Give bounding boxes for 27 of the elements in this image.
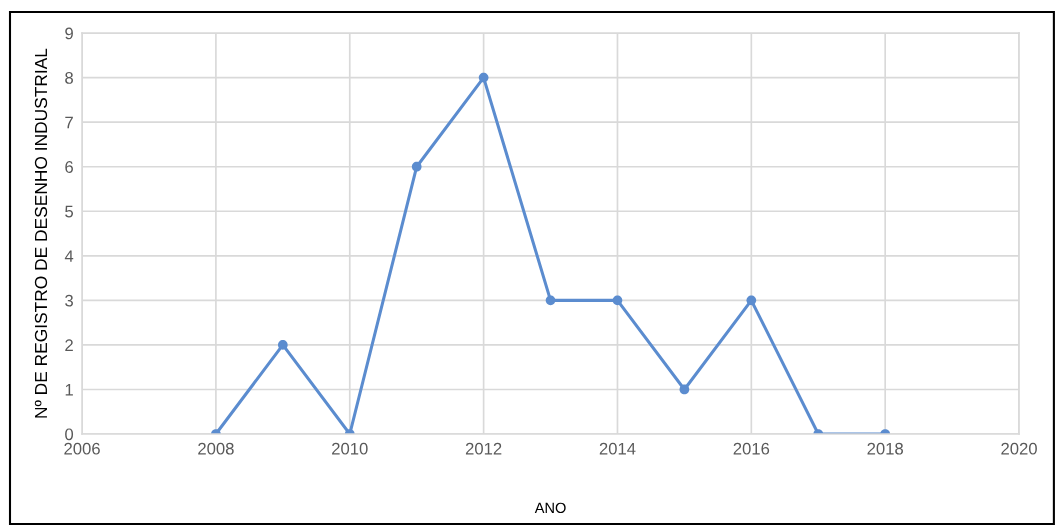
- y-tick-label: 8: [65, 72, 73, 84]
- x-tick-label: 2018: [867, 442, 903, 455]
- x-tick-label: 2008: [198, 442, 234, 455]
- point: [679, 384, 690, 395]
- point: [277, 340, 288, 350]
- y-tick-label: 6: [65, 161, 73, 173]
- point: [612, 295, 623, 306]
- x-tick-label: 2012: [465, 442, 502, 455]
- x-tick-label: 2006: [64, 442, 100, 455]
- y-tick-label: 0: [65, 428, 74, 441]
- x-tick-label: 2020: [1001, 442, 1037, 455]
- y-tick-label: 9: [65, 27, 73, 40]
- y-tick-label: 4: [64, 250, 74, 262]
- y-tick-label: 2: [65, 339, 73, 351]
- y-tick-label: 5: [65, 205, 74, 218]
- y-tick-label: 7: [65, 116, 73, 129]
- y-axis-title: Nº DE REGISTRO DE DESENHO INDUSTRIAL: [34, 48, 48, 418]
- y-tick-label: 1: [65, 384, 73, 396]
- y-tick-label: 3: [65, 294, 73, 307]
- x-axis-title: ANO: [534, 502, 566, 514]
- x-tick-label: 2010: [332, 442, 368, 455]
- point: [478, 72, 489, 83]
- x-tick-label: 2016: [733, 442, 770, 455]
- x-tick-label: 2014: [599, 442, 636, 455]
- point: [545, 295, 556, 306]
- point: [411, 161, 422, 172]
- point: [746, 295, 757, 306]
